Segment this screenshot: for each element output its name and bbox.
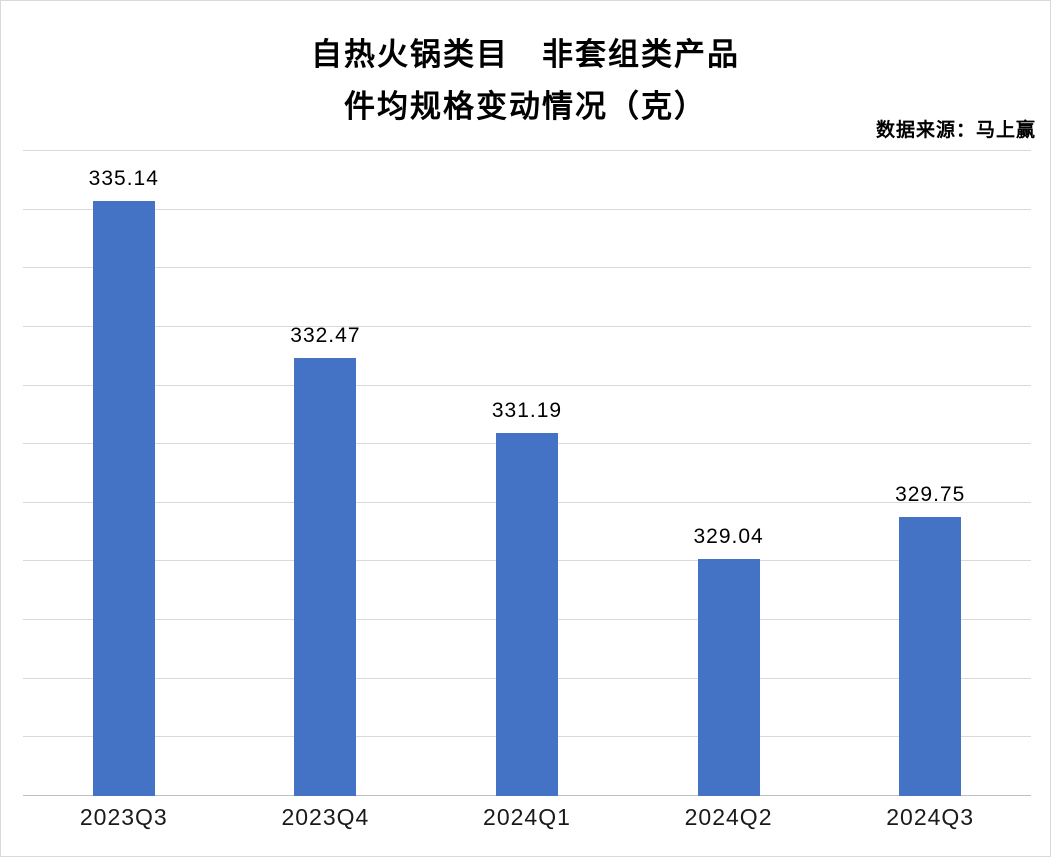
x-axis-label-2024Q1: 2024Q1 bbox=[483, 804, 571, 830]
gridline bbox=[23, 325, 1031, 327]
x-axis-label-2024Q2: 2024Q2 bbox=[684, 804, 773, 830]
bar-value-label-2024Q1: 331.19 bbox=[491, 399, 563, 423]
x-axis-label-2023Q4: 2023Q4 bbox=[281, 804, 370, 830]
bar-2024Q3 bbox=[899, 517, 962, 796]
data-source-note: 数据来源：马上赢 bbox=[875, 120, 1036, 141]
x-axis-label-2024Q3: 2024Q3 bbox=[886, 804, 975, 830]
bar-value-label-2024Q3: 329.75 bbox=[895, 483, 966, 507]
bar-value-label-2023Q3: 335.14 bbox=[88, 167, 159, 191]
x-axis-labels: 2023Q3 2023Q4 2024Q1 2024Q2 2024Q3 bbox=[23, 804, 1031, 844]
bar-value-label-2023Q4: 332.47 bbox=[290, 324, 361, 347]
chart-title-line-2: 件均规格变动情况（克） bbox=[344, 89, 707, 124]
x-axis-label-2023Q3: 2023Q3 bbox=[79, 804, 168, 830]
gridline bbox=[23, 267, 1031, 269]
bar-2024Q2 bbox=[697, 559, 760, 796]
bar-2023Q4 bbox=[294, 358, 357, 796]
chart-title-line-1: 自热火锅类目 非套组类产品 bbox=[311, 37, 740, 72]
plot-area: 335.14 332.47 331.19 329.04 329.75 bbox=[23, 150, 1031, 796]
bar-2023Q3 bbox=[92, 201, 155, 796]
bar-2024Q1 bbox=[496, 433, 558, 796]
gridline bbox=[23, 384, 1031, 386]
gridline bbox=[23, 208, 1031, 210]
gridline bbox=[23, 150, 1031, 151]
bar-value-label-2024Q2: 329.04 bbox=[693, 525, 764, 549]
